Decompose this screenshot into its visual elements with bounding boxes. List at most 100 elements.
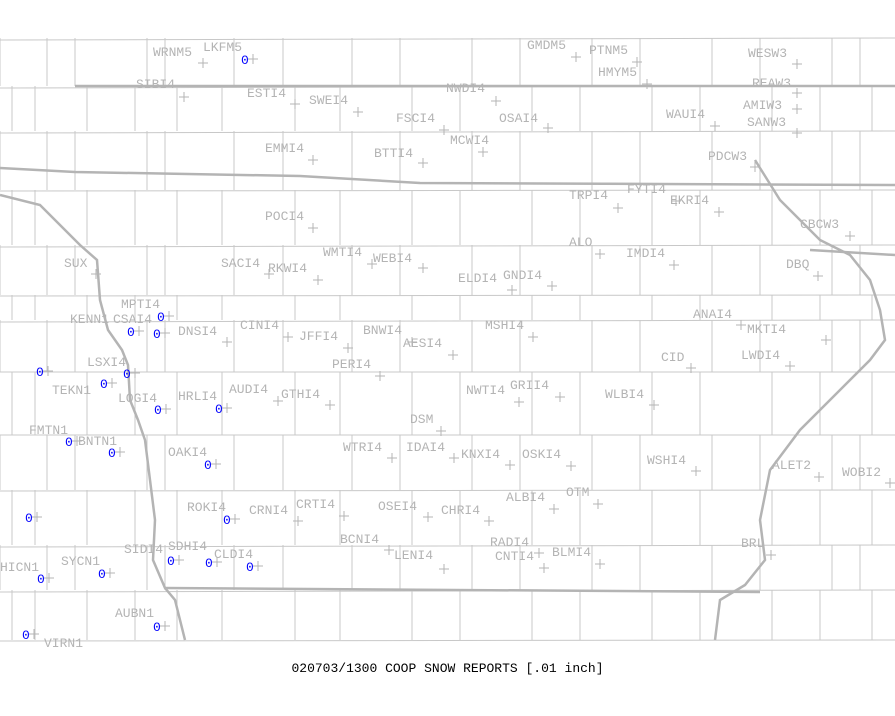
- station: GNDI4: [503, 268, 557, 291]
- station: 0: [25, 511, 42, 526]
- county-boundary: [0, 489, 895, 492]
- snow-value: 0: [98, 567, 106, 582]
- station-marker-icon: [714, 207, 724, 217]
- county-boundary: [0, 244, 895, 248]
- station-marker-icon: [814, 472, 824, 482]
- station-marker-icon: [691, 466, 701, 476]
- station-marker-icon: [555, 392, 565, 402]
- station-label: CID: [661, 350, 685, 365]
- snow-value: 0: [123, 367, 131, 382]
- station-label: KENN1: [70, 312, 109, 327]
- county-boundary: [0, 294, 895, 297]
- station-label: CNTI4: [495, 549, 534, 564]
- station-marker-icon: [107, 378, 117, 388]
- station-marker-icon: [160, 328, 170, 338]
- station-marker-icon: [449, 453, 459, 463]
- station: SIDI4 0: [124, 542, 184, 569]
- station-label: SANW3: [747, 115, 786, 130]
- station-label: HICN1: [0, 560, 39, 575]
- station-label: LENI4: [394, 548, 433, 563]
- station-marker-icon: [507, 285, 517, 295]
- station-label: POCI4: [265, 209, 304, 224]
- station: CRNI4: [249, 503, 303, 526]
- station: BCNI4: [340, 532, 394, 555]
- station: BNWI4: [363, 323, 417, 347]
- station-marker-icon: [164, 311, 174, 321]
- station: KNXI4: [461, 447, 515, 470]
- station-marker-icon: [339, 511, 349, 521]
- station-label: CHRI4: [441, 503, 480, 518]
- snow-value: 0: [25, 511, 33, 526]
- station-label: BCNI4: [340, 532, 379, 547]
- station: REAW3: [752, 76, 802, 98]
- station-marker-icon: [283, 332, 293, 342]
- station-label: HMYM5: [598, 65, 637, 80]
- station: 0: [36, 365, 53, 380]
- station-marker-icon: [384, 545, 394, 555]
- station: CHRI4: [441, 503, 494, 526]
- station-label: DSM: [410, 412, 433, 427]
- station-label: BRL: [741, 536, 764, 551]
- station-label: BLMI4: [552, 545, 591, 560]
- station-marker-icon: [595, 559, 605, 569]
- snow-value: 0: [36, 365, 44, 380]
- station-marker-icon: [387, 453, 397, 463]
- station-marker-icon: [885, 478, 895, 488]
- snow-value: 0: [22, 628, 30, 643]
- station-label: OAKI4: [168, 445, 207, 460]
- station-marker-icon: [91, 269, 101, 279]
- station-label: WEBI4: [373, 251, 412, 266]
- station: FYTI4: [627, 182, 681, 206]
- station-label: EKRI4: [670, 193, 709, 208]
- station: WESW3: [748, 46, 802, 69]
- station-label: ELDI4: [458, 271, 497, 286]
- station-marker-icon: [222, 337, 232, 347]
- station: LWDI4: [741, 348, 795, 371]
- station-label: ALO: [569, 235, 593, 250]
- station-label: OTM: [566, 485, 589, 500]
- station-marker-icon: [534, 548, 544, 558]
- station-marker-icon: [174, 555, 184, 565]
- station-marker-icon: [491, 96, 501, 106]
- station: KENN1 0: [70, 312, 144, 340]
- station: WSHI4: [647, 453, 701, 476]
- station: WRNM5: [153, 45, 208, 68]
- snow-value: 0: [167, 554, 175, 569]
- station: IDAI4: [406, 440, 459, 463]
- station-marker-icon: [264, 269, 274, 279]
- station-label: MSHI4: [485, 318, 524, 333]
- station-marker-icon: [439, 125, 449, 135]
- station-marker-icon: [32, 512, 42, 522]
- station-label: WMTI4: [323, 245, 362, 260]
- station-label: BNWI4: [363, 323, 402, 338]
- station: CNTI4: [495, 549, 549, 573]
- station-label: JFFI4: [299, 329, 338, 344]
- station: RKWI4: [268, 261, 323, 285]
- station-marker-icon: [792, 88, 802, 98]
- station-marker-icon: [290, 99, 300, 109]
- snow-value: 0: [153, 620, 161, 635]
- station: WMTI4: [323, 245, 377, 269]
- station-label: DNSI4: [178, 324, 217, 339]
- station: MCWI4: [450, 133, 489, 157]
- county-boundary: [0, 319, 895, 323]
- station-marker-icon: [549, 504, 559, 514]
- station: AMIW3: [743, 98, 802, 114]
- station-label: KNXI4: [461, 447, 500, 462]
- county-boundary: [0, 130, 895, 134]
- snow-value: 0: [108, 446, 116, 461]
- station-label: CLDI4: [214, 547, 253, 562]
- station: BLMI4: [552, 545, 605, 569]
- station-marker-icon: [423, 512, 433, 522]
- snow-value: 0: [65, 435, 73, 450]
- station-label: NWDI4: [446, 81, 485, 96]
- station-marker-icon: [273, 396, 283, 406]
- station-marker-icon: [632, 57, 642, 67]
- station-label: LKFM5: [203, 40, 242, 55]
- station: BTTI4: [374, 146, 428, 168]
- station: NWTI4: [466, 383, 524, 407]
- station-marker-icon: [160, 621, 170, 631]
